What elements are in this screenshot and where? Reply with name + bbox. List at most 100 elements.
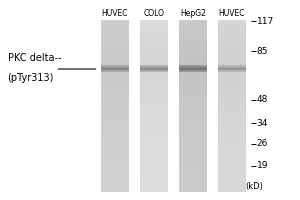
Bar: [218, 123, 246, 126]
Bar: [140, 91, 168, 95]
Bar: [178, 186, 207, 189]
Bar: [100, 70, 129, 71]
Bar: [140, 163, 168, 166]
Bar: [100, 166, 129, 169]
Bar: [178, 103, 207, 106]
Bar: [140, 70, 168, 71]
Bar: [178, 146, 207, 149]
Bar: [100, 123, 129, 126]
Bar: [100, 28, 129, 31]
Bar: [218, 100, 246, 103]
Bar: [178, 129, 207, 132]
Bar: [140, 71, 168, 74]
Bar: [100, 46, 129, 49]
Bar: [178, 46, 207, 49]
Bar: [100, 57, 129, 60]
Bar: [100, 67, 129, 68]
Bar: [178, 166, 207, 169]
Bar: [218, 69, 246, 70]
Bar: [100, 48, 129, 52]
Bar: [140, 54, 168, 57]
Bar: [140, 77, 168, 80]
Bar: [178, 57, 207, 60]
Bar: [218, 51, 246, 54]
Bar: [140, 57, 168, 60]
Bar: [100, 60, 129, 63]
Bar: [178, 31, 207, 34]
Bar: [178, 91, 207, 95]
Bar: [140, 71, 168, 72]
Bar: [178, 160, 207, 163]
Bar: [218, 71, 246, 74]
Bar: [218, 71, 246, 72]
Bar: [218, 103, 246, 106]
Bar: [218, 77, 246, 80]
Bar: [178, 183, 207, 186]
Bar: [178, 83, 207, 86]
Bar: [100, 31, 129, 34]
Bar: [178, 132, 207, 135]
Bar: [100, 140, 129, 143]
Bar: [140, 40, 168, 43]
Bar: [100, 71, 129, 72]
Text: 19: 19: [256, 162, 268, 170]
Bar: [218, 26, 246, 29]
Bar: [140, 177, 168, 181]
Bar: [140, 132, 168, 135]
Bar: [178, 40, 207, 43]
Bar: [178, 152, 207, 155]
Bar: [178, 34, 207, 37]
Text: 85: 85: [256, 46, 268, 55]
Bar: [100, 169, 129, 172]
Bar: [218, 48, 246, 52]
Bar: [100, 66, 129, 67]
Bar: [218, 152, 246, 155]
Bar: [218, 68, 246, 69]
Bar: [178, 37, 207, 40]
Bar: [140, 175, 168, 178]
Bar: [218, 120, 246, 123]
Text: HUVEC: HUVEC: [218, 9, 245, 18]
Bar: [140, 69, 168, 70]
Bar: [100, 180, 129, 183]
Bar: [100, 109, 129, 112]
Bar: [140, 66, 168, 67]
Bar: [178, 71, 207, 74]
Bar: [178, 26, 207, 29]
Bar: [218, 66, 246, 67]
Bar: [178, 89, 207, 92]
Bar: [100, 160, 129, 163]
Bar: [140, 46, 168, 49]
Bar: [218, 149, 246, 152]
Bar: [140, 189, 168, 192]
Text: HUVEC: HUVEC: [101, 9, 128, 18]
Bar: [140, 20, 168, 23]
Bar: [140, 28, 168, 31]
Bar: [140, 37, 168, 40]
Bar: [218, 54, 246, 57]
Bar: [100, 69, 129, 70]
Bar: [140, 69, 168, 70]
Bar: [140, 67, 168, 68]
Bar: [140, 146, 168, 149]
Bar: [218, 23, 246, 26]
Bar: [140, 106, 168, 109]
Bar: [140, 74, 168, 77]
Bar: [218, 57, 246, 60]
Bar: [178, 106, 207, 109]
Bar: [178, 51, 207, 54]
Bar: [140, 172, 168, 175]
Text: 48: 48: [256, 96, 268, 104]
Bar: [140, 109, 168, 112]
Bar: [178, 100, 207, 103]
Bar: [218, 169, 246, 172]
Bar: [178, 80, 207, 83]
Bar: [140, 169, 168, 172]
Bar: [100, 134, 129, 138]
Bar: [100, 94, 129, 97]
Bar: [100, 23, 129, 26]
Bar: [140, 100, 168, 103]
Bar: [140, 60, 168, 63]
Bar: [140, 123, 168, 126]
Bar: [100, 143, 129, 146]
